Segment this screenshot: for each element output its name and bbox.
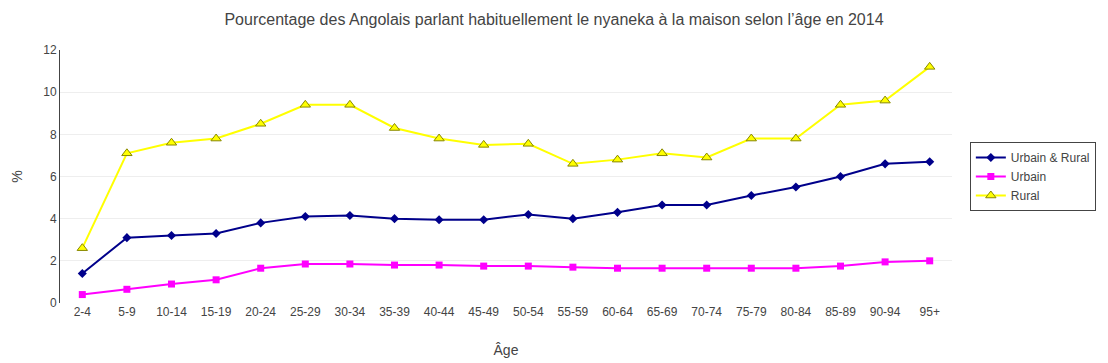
svg-text:5-9: 5-9 [118, 305, 136, 319]
svg-text:Rural: Rural [1011, 189, 1040, 203]
svg-text:40-44: 40-44 [424, 305, 455, 319]
svg-text:4: 4 [50, 212, 57, 226]
svg-text:6: 6 [50, 170, 57, 184]
svg-text:2: 2 [50, 254, 57, 268]
svg-text:15-19: 15-19 [201, 305, 232, 319]
svg-text:0: 0 [50, 296, 57, 310]
svg-text:60-64: 60-64 [602, 305, 633, 319]
svg-text:20-24: 20-24 [245, 305, 276, 319]
svg-text:75-79: 75-79 [736, 305, 767, 319]
svg-text:45-49: 45-49 [468, 305, 499, 319]
svg-text:Âge: Âge [494, 342, 519, 358]
svg-text:30-34: 30-34 [335, 305, 366, 319]
svg-text:55-59: 55-59 [558, 305, 589, 319]
svg-text:85-89: 85-89 [825, 305, 856, 319]
svg-text:10-14: 10-14 [156, 305, 187, 319]
svg-text:90-94: 90-94 [870, 305, 901, 319]
svg-text:10: 10 [43, 85, 57, 99]
svg-text:2-4: 2-4 [74, 305, 92, 319]
svg-text:%: % [9, 170, 25, 182]
svg-text:12: 12 [43, 43, 57, 57]
svg-text:50-54: 50-54 [513, 305, 544, 319]
svg-text:35-39: 35-39 [379, 305, 410, 319]
svg-text:Urbain: Urbain [1011, 170, 1046, 184]
svg-text:95+: 95+ [920, 305, 940, 319]
svg-text:Pourcentage des Angolais parla: Pourcentage des Angolais parlant habitue… [224, 11, 883, 28]
svg-text:65-69: 65-69 [647, 305, 678, 319]
svg-text:Urbain & Rural: Urbain & Rural [1011, 151, 1090, 165]
svg-text:25-29: 25-29 [290, 305, 321, 319]
svg-text:80-84: 80-84 [781, 305, 812, 319]
svg-text:70-74: 70-74 [691, 305, 722, 319]
svg-text:8: 8 [50, 128, 57, 142]
